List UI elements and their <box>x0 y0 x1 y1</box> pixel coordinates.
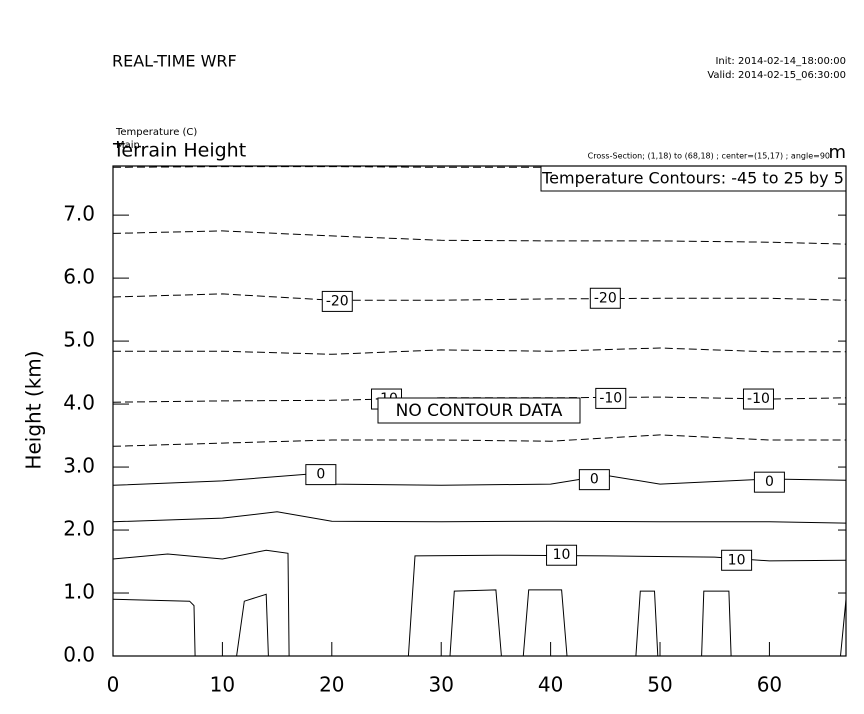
contour-line <box>112 434 846 447</box>
contour-label: 0 <box>765 474 774 490</box>
contour-line <box>112 549 847 657</box>
contour-label: 0 <box>316 467 325 483</box>
contour-line <box>112 230 847 245</box>
y-tick-label: 7.0 <box>63 202 95 226</box>
contour-label-box <box>742 388 774 410</box>
contour-label-box <box>589 287 621 309</box>
contour-line <box>112 473 847 486</box>
terrain-label: Terrain Height <box>112 140 246 162</box>
legend-box <box>540 165 847 192</box>
chart-title: REAL-TIME WRF <box>112 52 237 71</box>
y-tick-label: 3.0 <box>63 454 95 478</box>
x-tick-label: 10 <box>210 673 235 697</box>
y-tick-label: 2.0 <box>63 517 95 541</box>
contour-label: -20 <box>326 293 349 309</box>
field-name: Temperature (C) <box>115 127 197 138</box>
contour-label-box <box>546 544 578 566</box>
contour-label: 10 <box>553 547 571 563</box>
contour-label-box <box>595 387 627 409</box>
contour-line <box>113 347 846 355</box>
annotation: NO CONTOUR DATA <box>396 401 563 421</box>
contour-label-box <box>721 549 753 571</box>
init-time: Init: 2014-02-14_18:00:00 <box>715 56 846 67</box>
y-tick-label: 0.0 <box>63 643 95 667</box>
x-tick-label: 30 <box>428 673 453 697</box>
plot-frame <box>112 165 847 657</box>
x-tick-label: 0 <box>107 673 120 697</box>
y-tick-label: 6.0 <box>63 265 95 289</box>
y-tick-label: 5.0 <box>63 328 95 352</box>
main-label: Main <box>116 140 140 151</box>
y-tick-label: 4.0 <box>63 391 95 415</box>
legend: Temperature Contours: -45 to 25 by 5 <box>541 169 844 188</box>
y-tick-label: 1.0 <box>63 580 95 604</box>
contour-label-box <box>305 464 337 486</box>
contour-line <box>112 293 847 301</box>
annotation-box <box>377 397 581 424</box>
contour-label-box <box>321 290 353 312</box>
contour-label: -10 <box>599 390 622 406</box>
contour-label: -10 <box>747 391 770 407</box>
x-tick-label: 40 <box>538 673 563 697</box>
contour-label-box <box>578 469 610 491</box>
terrain-units: m <box>828 142 846 163</box>
contour-label: 10 <box>728 552 746 568</box>
contour-label: 0 <box>590 472 599 488</box>
x-tick-label: 20 <box>319 673 344 697</box>
contour-line <box>112 511 847 524</box>
contour-label: -20 <box>594 290 617 306</box>
valid-time: Valid: 2014-02-15_06:30:00 <box>707 70 846 81</box>
contour-label-box <box>753 471 785 493</box>
contour-line <box>112 589 847 657</box>
x-tick-label: 50 <box>647 673 672 697</box>
y-axis-label: Height (km) <box>22 350 46 469</box>
cross-section: Cross-Section; (1,18) to (68,18) ; cente… <box>588 152 830 161</box>
x-tick-label: 60 <box>757 673 782 697</box>
plot-area: 0 10 20 30 40 50 60 0.0 1.0 2.0 3.0 4.0 5.0 6.0 7.0 -20… <box>63 166 847 697</box>
